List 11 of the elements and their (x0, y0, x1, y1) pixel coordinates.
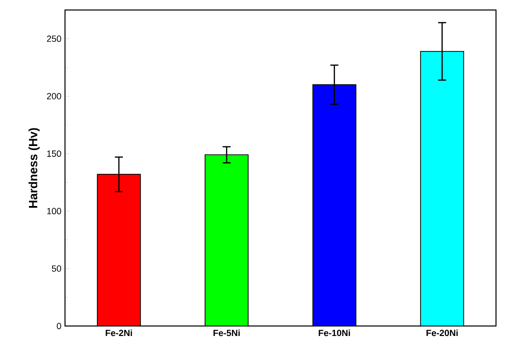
y-tick-label: 250 (46, 36, 62, 42)
x-tick-label: Fe-2Ni (106, 330, 132, 336)
y-tick-label: 150 (47, 150, 62, 157)
x-tick-label: Fe-5Ni (214, 330, 240, 336)
y-axis-title: Hardness (Hv) (28, 128, 40, 208)
y-tick-label: 0 (56, 322, 62, 330)
x-tick-label: Fe-10Ni (318, 330, 350, 336)
x-tick-label: Fe-20Ni (426, 330, 458, 336)
y-tick-label: 200 (46, 93, 62, 100)
y-tick-label: 50 (52, 265, 62, 272)
y-tick-label: 100 (47, 208, 62, 214)
